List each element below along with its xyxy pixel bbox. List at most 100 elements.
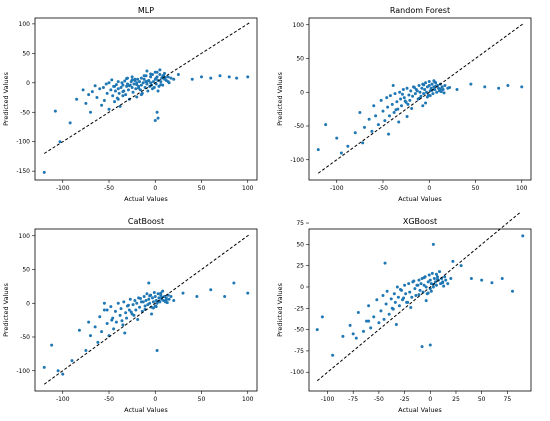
data-point	[142, 74, 146, 78]
data-point	[429, 289, 433, 293]
data-point	[444, 278, 448, 282]
data-point	[392, 111, 396, 114]
data-point	[128, 297, 132, 301]
data-point	[116, 301, 120, 305]
data-point	[469, 82, 473, 86]
x-axis-label: Actual Values	[124, 195, 168, 203]
data-point	[367, 117, 371, 121]
data-point	[393, 92, 397, 96]
data-point	[155, 70, 159, 74]
data-point	[149, 72, 153, 76]
data-point	[427, 273, 431, 277]
data-point	[386, 105, 390, 109]
data-point	[190, 77, 194, 81]
data-point	[141, 81, 145, 85]
data-point	[412, 86, 416, 90]
data-point	[440, 85, 444, 89]
data-points	[42, 68, 250, 174]
x-axis-label: Actual Values	[124, 406, 168, 414]
data-point	[110, 78, 114, 82]
data-point	[121, 83, 125, 87]
data-point	[246, 75, 250, 79]
data-point	[156, 89, 160, 93]
data-point	[121, 90, 125, 94]
data-point	[104, 82, 108, 86]
data-point	[145, 69, 149, 73]
data-point	[387, 132, 391, 136]
y-tick-label: -50	[294, 123, 304, 130]
data-point	[449, 276, 453, 280]
y-tick-label: -25	[294, 305, 304, 312]
data-point	[130, 75, 134, 79]
data-point	[141, 300, 145, 304]
data-point	[150, 296, 154, 300]
data-point	[394, 108, 398, 112]
x-tick-label: 0	[427, 185, 431, 192]
data-point	[120, 319, 124, 323]
data-point	[420, 86, 424, 90]
data-point	[105, 308, 109, 312]
data-point	[161, 289, 165, 293]
data-point	[438, 87, 442, 91]
data-point	[127, 84, 131, 88]
x-tick-label: -100	[330, 185, 344, 192]
data-point	[135, 301, 139, 305]
data-point	[139, 76, 143, 80]
data-point	[98, 315, 102, 319]
data-point	[395, 100, 399, 104]
data-point	[167, 297, 171, 301]
x-tick-label: -75	[348, 396, 358, 403]
data-point	[520, 85, 524, 89]
data-point	[42, 365, 46, 369]
data-point	[144, 299, 148, 303]
data-point	[442, 91, 446, 95]
data-point	[116, 80, 120, 84]
data-point	[391, 84, 395, 87]
data-point	[415, 89, 419, 93]
data-point	[153, 295, 157, 298]
data-point	[387, 312, 391, 316]
data-point	[451, 259, 455, 263]
data-point	[412, 279, 416, 283]
data-point	[369, 326, 373, 330]
x-tick-label: 25	[452, 396, 460, 403]
data-point	[142, 77, 146, 81]
data-point	[423, 88, 427, 92]
x-tick-label: 100	[242, 396, 254, 403]
data-point	[113, 89, 117, 93]
x-tick-label: 50	[472, 185, 480, 192]
data-point	[351, 332, 355, 336]
data-point	[102, 301, 106, 305]
data-point	[133, 299, 137, 303]
data-point	[77, 328, 81, 332]
data-point	[89, 334, 92, 338]
data-point	[209, 76, 213, 80]
data-point	[367, 304, 371, 308]
data-point	[377, 321, 381, 325]
x-tick-label: 50	[198, 396, 206, 403]
data-point	[390, 102, 394, 106]
data-point	[146, 79, 150, 83]
data-point	[155, 110, 159, 114]
data-point	[130, 78, 134, 82]
data-point	[383, 119, 387, 123]
data-point	[87, 320, 91, 324]
data-point	[393, 300, 397, 304]
data-points	[42, 281, 250, 376]
data-point	[363, 125, 366, 129]
data-point	[126, 82, 129, 86]
y-tick-label: 0	[300, 284, 304, 291]
data-point	[246, 291, 250, 295]
data-point	[354, 336, 358, 340]
data-point	[411, 94, 415, 98]
y-tick-label: -75	[294, 348, 304, 355]
y-tick-label: 75	[296, 220, 304, 227]
data-point	[113, 84, 117, 88]
data-point	[100, 103, 104, 107]
data-point	[102, 98, 106, 102]
data-point	[143, 304, 147, 308]
data-point	[113, 309, 117, 313]
data-point	[356, 311, 360, 315]
data-point	[152, 290, 156, 294]
data-point	[331, 353, 335, 357]
